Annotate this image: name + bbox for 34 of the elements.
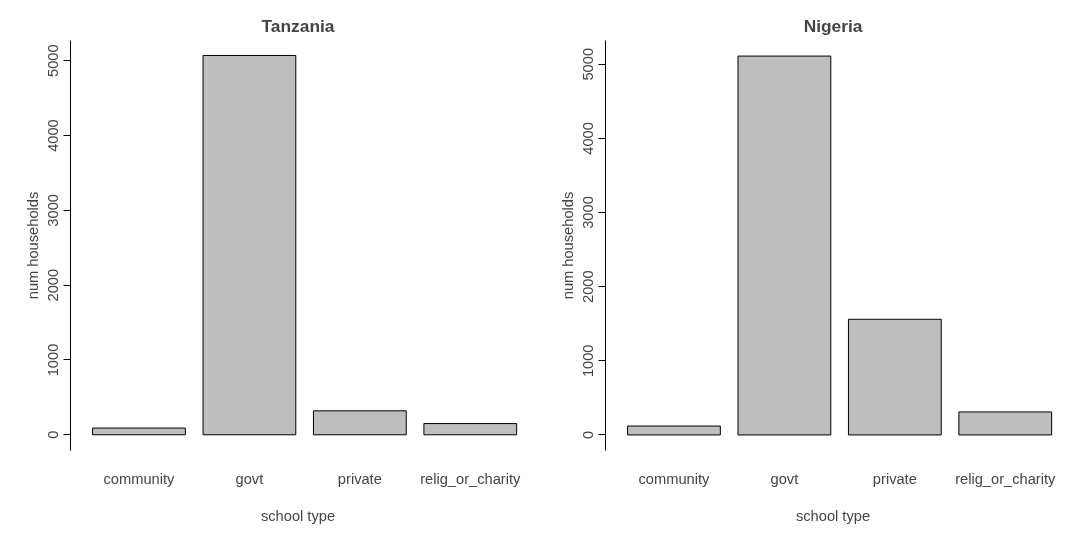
y-tick-label: 3000 (580, 196, 597, 229)
bar (847, 318, 942, 436)
x-tick-label: govt (770, 470, 799, 487)
y-tick-label: 4000 (45, 119, 62, 152)
bar (312, 410, 407, 436)
bar (958, 411, 1053, 436)
chart-title: Nigeria (803, 15, 863, 36)
bar (737, 55, 832, 436)
x-axis-title: school type (260, 507, 336, 524)
y-tick-label: 0 (45, 430, 62, 439)
x-tick-label: community (103, 470, 176, 487)
x-tick-label: private (337, 470, 382, 487)
y-tick-label: 3000 (45, 194, 62, 227)
x-tick-label: community (638, 470, 711, 487)
y-tick-label: 2000 (580, 270, 597, 303)
x-tick-label: relig_or_charity (955, 470, 1057, 487)
y-tick-label: 0 (580, 430, 597, 440)
x-tick-label: relig_or_charity (420, 470, 522, 487)
y-tick-label: 2000 (45, 268, 62, 302)
y-axis-title: num households (559, 191, 576, 300)
y-tick-label: 4000 (580, 122, 597, 155)
bar (627, 425, 721, 436)
x-axis-title: school type (795, 507, 871, 524)
bar (92, 427, 186, 436)
y-tick-label: 1000 (45, 343, 62, 377)
bar (202, 54, 297, 436)
chart-title: Tanzania (261, 15, 335, 36)
y-tick-label: 5000 (45, 44, 62, 77)
y-tick-label: 1000 (580, 344, 597, 378)
y-tick-label: 5000 (580, 47, 597, 81)
x-tick-label: private (872, 470, 917, 487)
x-tick-label: govt (235, 470, 264, 487)
bar (423, 423, 518, 436)
y-axis-title: num households (24, 191, 41, 300)
